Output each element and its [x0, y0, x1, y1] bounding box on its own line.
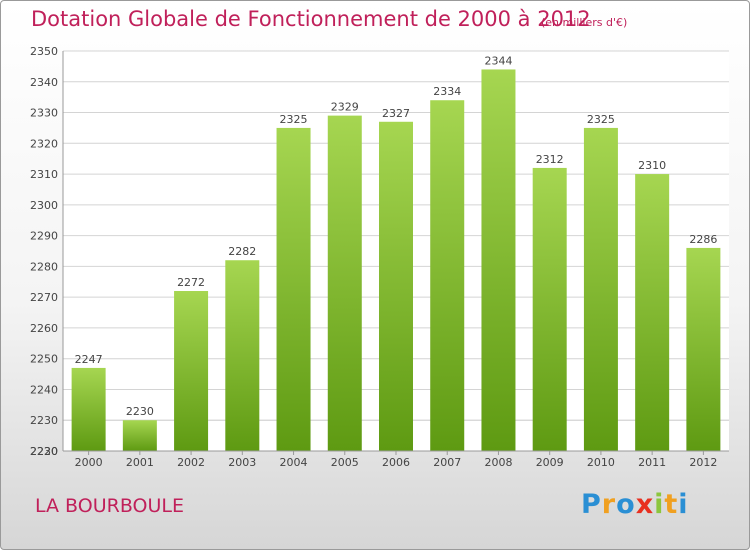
y-tick-label: 2280: [30, 260, 58, 273]
bar: [174, 291, 209, 451]
bar: [379, 121, 413, 452]
x-tick-label: 2011: [638, 456, 666, 469]
proxiti-logo: Proxiti: [581, 489, 689, 520]
bar: [430, 100, 465, 451]
chart-title: Dotation Globale de Fonctionnement de 20…: [31, 7, 591, 31]
bar: [532, 167, 567, 451]
bar-value-label: 2325: [280, 113, 308, 126]
bar: [71, 367, 106, 451]
proxiti-logo-letter: i: [678, 489, 689, 520]
x-tick-label: 2001: [126, 456, 154, 469]
bar: [686, 247, 721, 451]
y-tick-label: 2320: [30, 137, 58, 150]
x-tick-label: 2000: [75, 456, 103, 469]
y-tick-label: 2330: [30, 107, 58, 120]
bar: [583, 127, 618, 451]
bar: [122, 420, 157, 451]
bar-value-label: 2325: [587, 113, 615, 126]
bar-value-label: 2312: [536, 153, 564, 166]
bar-value-label: 2272: [177, 276, 205, 289]
bar: [276, 127, 311, 451]
unit-label: (en milliers d'€): [541, 16, 628, 29]
x-tick-label: 2009: [536, 456, 564, 469]
y-tick-label: 2250: [30, 353, 58, 366]
bar-value-label: 2310: [638, 159, 666, 172]
x-tick-label: 2004: [280, 456, 308, 469]
y-tick-label: 2290: [30, 230, 58, 243]
bar: [481, 69, 516, 451]
bar: [635, 174, 670, 452]
x-tick-label: 2012: [689, 456, 717, 469]
proxiti-logo-letter: t: [664, 489, 679, 520]
y-tick-label: 2340: [30, 76, 58, 89]
y-tick-label: 2310: [30, 168, 58, 181]
y-tick-label: 2350: [30, 45, 58, 58]
proxiti-logo-letter: r: [601, 489, 617, 520]
x-tick-label: 2006: [382, 456, 410, 469]
x-tick-label: 2008: [484, 456, 512, 469]
x-tick-label: 2003: [228, 456, 256, 469]
y-tick-label: 2260: [30, 322, 58, 335]
y-tick-label: 2270: [30, 291, 58, 304]
bar-value-label: 2344: [484, 54, 512, 67]
bar: [225, 260, 260, 451]
y-tick-label: 2230: [30, 414, 58, 427]
proxiti-logo-letter: P: [581, 489, 602, 520]
x-tick-label: 2007: [433, 456, 461, 469]
bar-value-label: 2334: [433, 85, 461, 98]
bar-value-label: 2230: [126, 405, 154, 418]
proxiti-logo-letter: i: [654, 489, 665, 520]
bar-value-label: 2247: [75, 353, 103, 366]
bar-value-label: 2286: [689, 233, 717, 246]
bar: [327, 115, 362, 451]
bar-value-label: 2329: [331, 101, 359, 114]
y-tick-label: 2220: [30, 445, 58, 458]
proxiti-logo-letter: x: [635, 489, 655, 520]
proxiti-logo-letter: o: [616, 489, 636, 520]
commune-name: LA BOURBOULE: [35, 495, 184, 517]
x-tick-label: 2010: [587, 456, 615, 469]
x-tick-label: 2005: [331, 456, 359, 469]
y-tick-label: 2300: [30, 199, 58, 212]
x-tick-label: 2002: [177, 456, 205, 469]
bar-value-label: 2282: [228, 245, 256, 258]
bar-value-label: 2327: [382, 107, 410, 120]
y-tick-label: 2230: [30, 445, 58, 458]
y-tick-label: 2240: [30, 383, 58, 396]
